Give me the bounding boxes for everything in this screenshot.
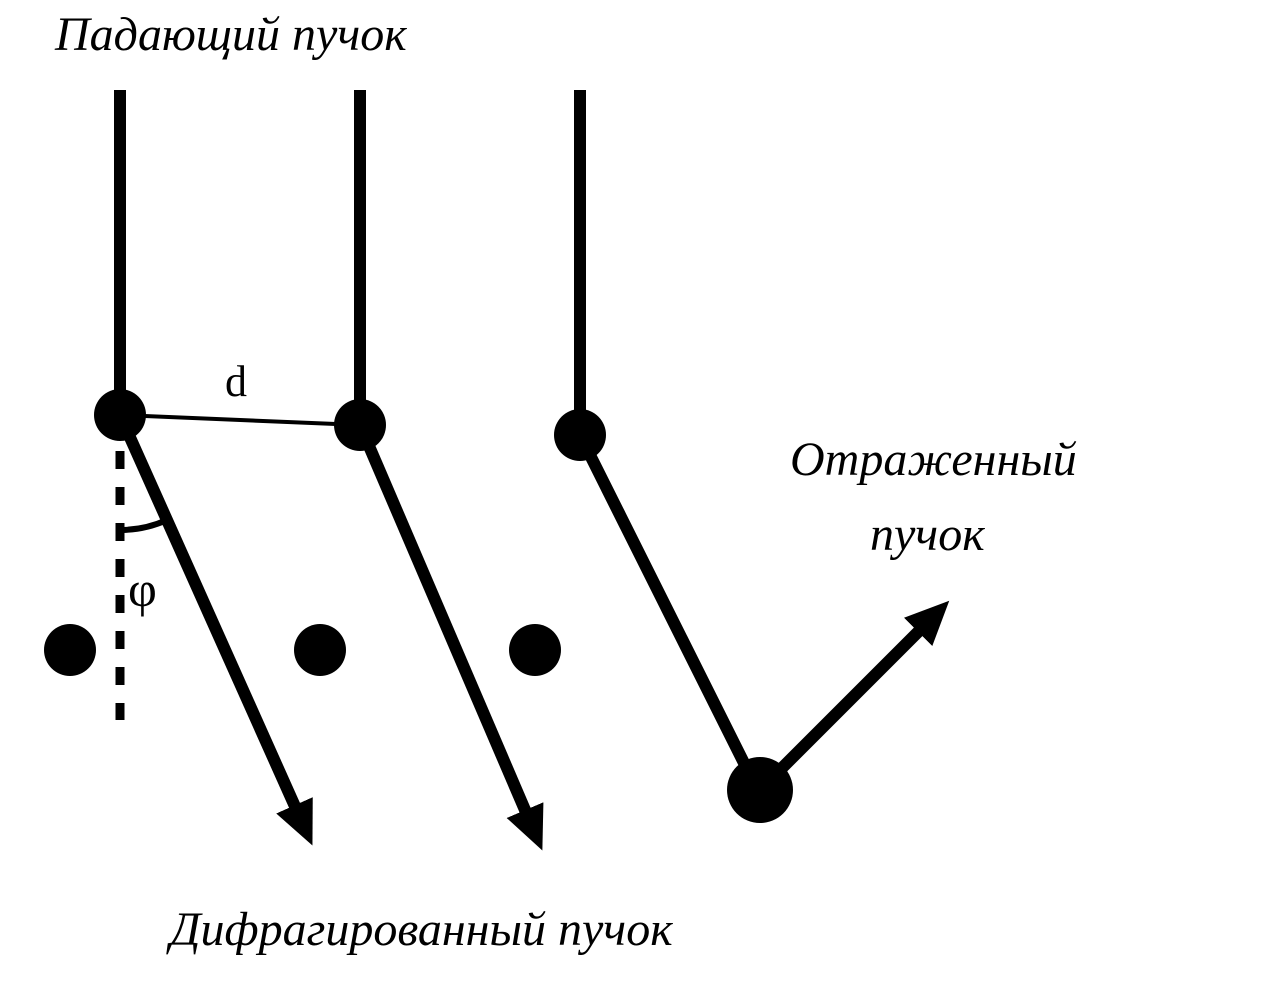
incident-beam-label: Падающий пучок [55, 7, 407, 62]
reflected-beam-label-1: Отраженный [790, 432, 1077, 487]
d-label: d [225, 356, 247, 407]
diagram: Падающий пучок Отраженный пучок Дифрагир… [0, 0, 1272, 989]
diffracted-beam-label: Дифрагированный пучок [170, 902, 673, 957]
phi-label: φ [128, 560, 157, 618]
reflected-beam-label-2: пучок [870, 507, 985, 562]
diagram-svg [0, 0, 1272, 989]
